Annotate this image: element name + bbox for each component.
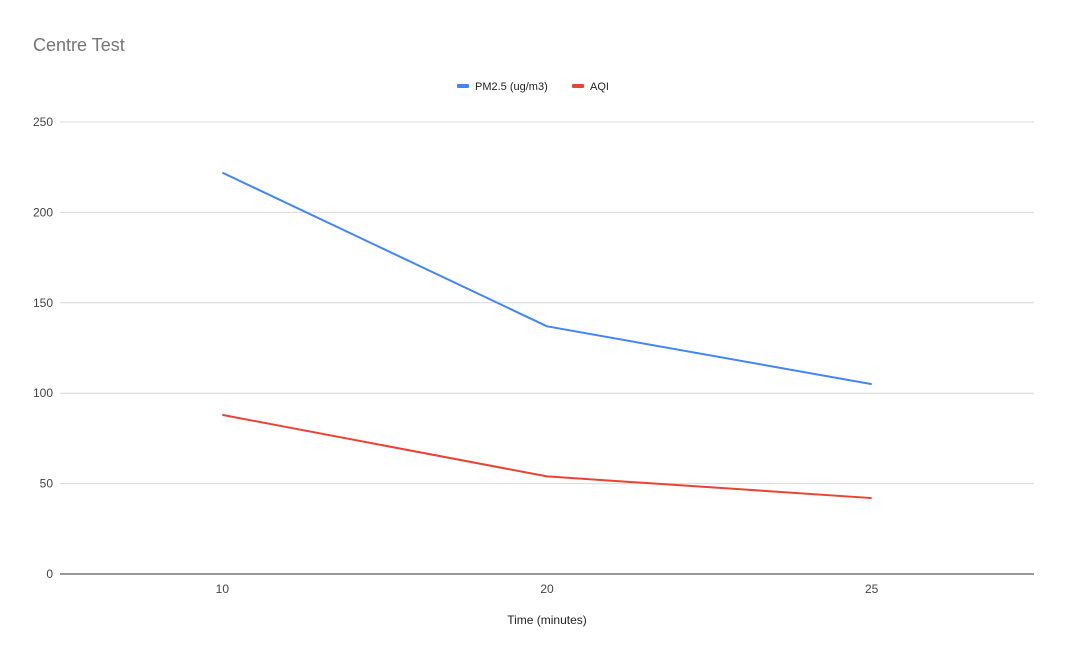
series-lines xyxy=(221,171,872,500)
legend-swatch xyxy=(572,84,584,88)
x-axis-ticks: 10 20 25 xyxy=(216,582,879,596)
y-tick-label: 100 xyxy=(33,386,53,400)
y-tick-label: 250 xyxy=(33,115,53,129)
legend[interactable]: PM2.5 (ug/m3) AQI xyxy=(457,81,609,93)
legend-swatch xyxy=(457,84,469,88)
y-tick-label: 0 xyxy=(46,567,53,581)
gridlines xyxy=(60,121,1034,575)
y-axis-ticks: 0 50 100 150 200 250 xyxy=(33,115,53,581)
y-tick-label: 50 xyxy=(40,477,54,491)
series-line-pm25 xyxy=(221,171,872,386)
y-tick-label: 150 xyxy=(33,296,53,310)
x-axis-label: Time (minutes) xyxy=(507,613,587,627)
x-tick-label: 20 xyxy=(540,582,554,596)
series-line-aqi xyxy=(222,413,872,500)
legend-label: AQI xyxy=(590,81,609,93)
x-tick-label: 25 xyxy=(865,582,879,596)
x-tick-label: 10 xyxy=(216,582,230,596)
y-tick-label: 200 xyxy=(33,205,53,219)
legend-label: PM2.5 (ug/m3) xyxy=(475,81,548,93)
chart-title: Centre Test xyxy=(33,35,125,55)
